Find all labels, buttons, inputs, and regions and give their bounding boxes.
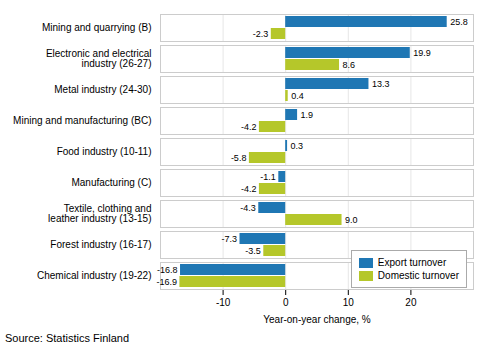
svg-text:-3.5: -3.5 [245, 246, 261, 256]
svg-text:-1.1: -1.1 [260, 172, 276, 182]
html-text:Export turnover: Export turnover [377, 257, 447, 268]
svg-text:Forest industry (16-17): Forest industry (16-17) [50, 239, 151, 250]
svg-text:Manufacturing (C): Manufacturing (C) [71, 177, 151, 188]
svg-text:Textile, clothing andleather i: Textile, clothing andleather industry (1… [48, 203, 151, 224]
svg-text:20: 20 [405, 297, 417, 308]
svg-text:-5.8: -5.8 [231, 153, 247, 163]
svg-text:Mining and quarrying (B): Mining and quarrying (B) [42, 22, 152, 33]
svg-text:-2.3: -2.3 [253, 29, 269, 39]
svg-text:Metal industry (24-30): Metal industry (24-30) [54, 84, 151, 95]
svg-text:-4.3: -4.3 [240, 203, 256, 213]
svg-text:-4.2: -4.2 [241, 184, 257, 194]
svg-text:Year-on-year change, %: Year-on-year change, % [263, 314, 371, 325]
svg-text:-7.3: -7.3 [221, 234, 237, 244]
svg-text:19.9: 19.9 [413, 48, 431, 58]
svg-text:-16.9: -16.9 [156, 277, 177, 287]
svg-text:Mining and manufacturing (BC): Mining and manufacturing (BC) [13, 115, 151, 126]
svg-text:25.8: 25.8 [450, 17, 468, 27]
svg-text:-10: -10 [216, 297, 231, 308]
svg-text:Chemical industry (19-22): Chemical industry (19-22) [37, 270, 152, 281]
svg-text:-16.8: -16.8 [157, 265, 178, 275]
html-text:Source: Statistics Finland: Source: Statistics Finland [5, 332, 130, 344]
svg-text:Food industry (10-11): Food industry (10-11) [57, 146, 152, 157]
svg-text:13.3: 13.3 [372, 79, 390, 89]
svg-text:9.0: 9.0 [345, 215, 358, 225]
svg-text:Electronic and electricalindus: Electronic and electricalindustry (26-27… [46, 48, 152, 69]
svg-text:-4.2: -4.2 [241, 122, 257, 132]
svg-text:0: 0 [283, 297, 289, 308]
svg-text:8.6: 8.6 [343, 60, 356, 70]
html-text:Domestic turnover: Domestic turnover [377, 270, 459, 281]
svg-text:0.4: 0.4 [291, 91, 304, 101]
svg-text:10: 10 [343, 297, 355, 308]
svg-text:1.9: 1.9 [301, 110, 314, 120]
svg-text:0.3: 0.3 [291, 141, 304, 151]
